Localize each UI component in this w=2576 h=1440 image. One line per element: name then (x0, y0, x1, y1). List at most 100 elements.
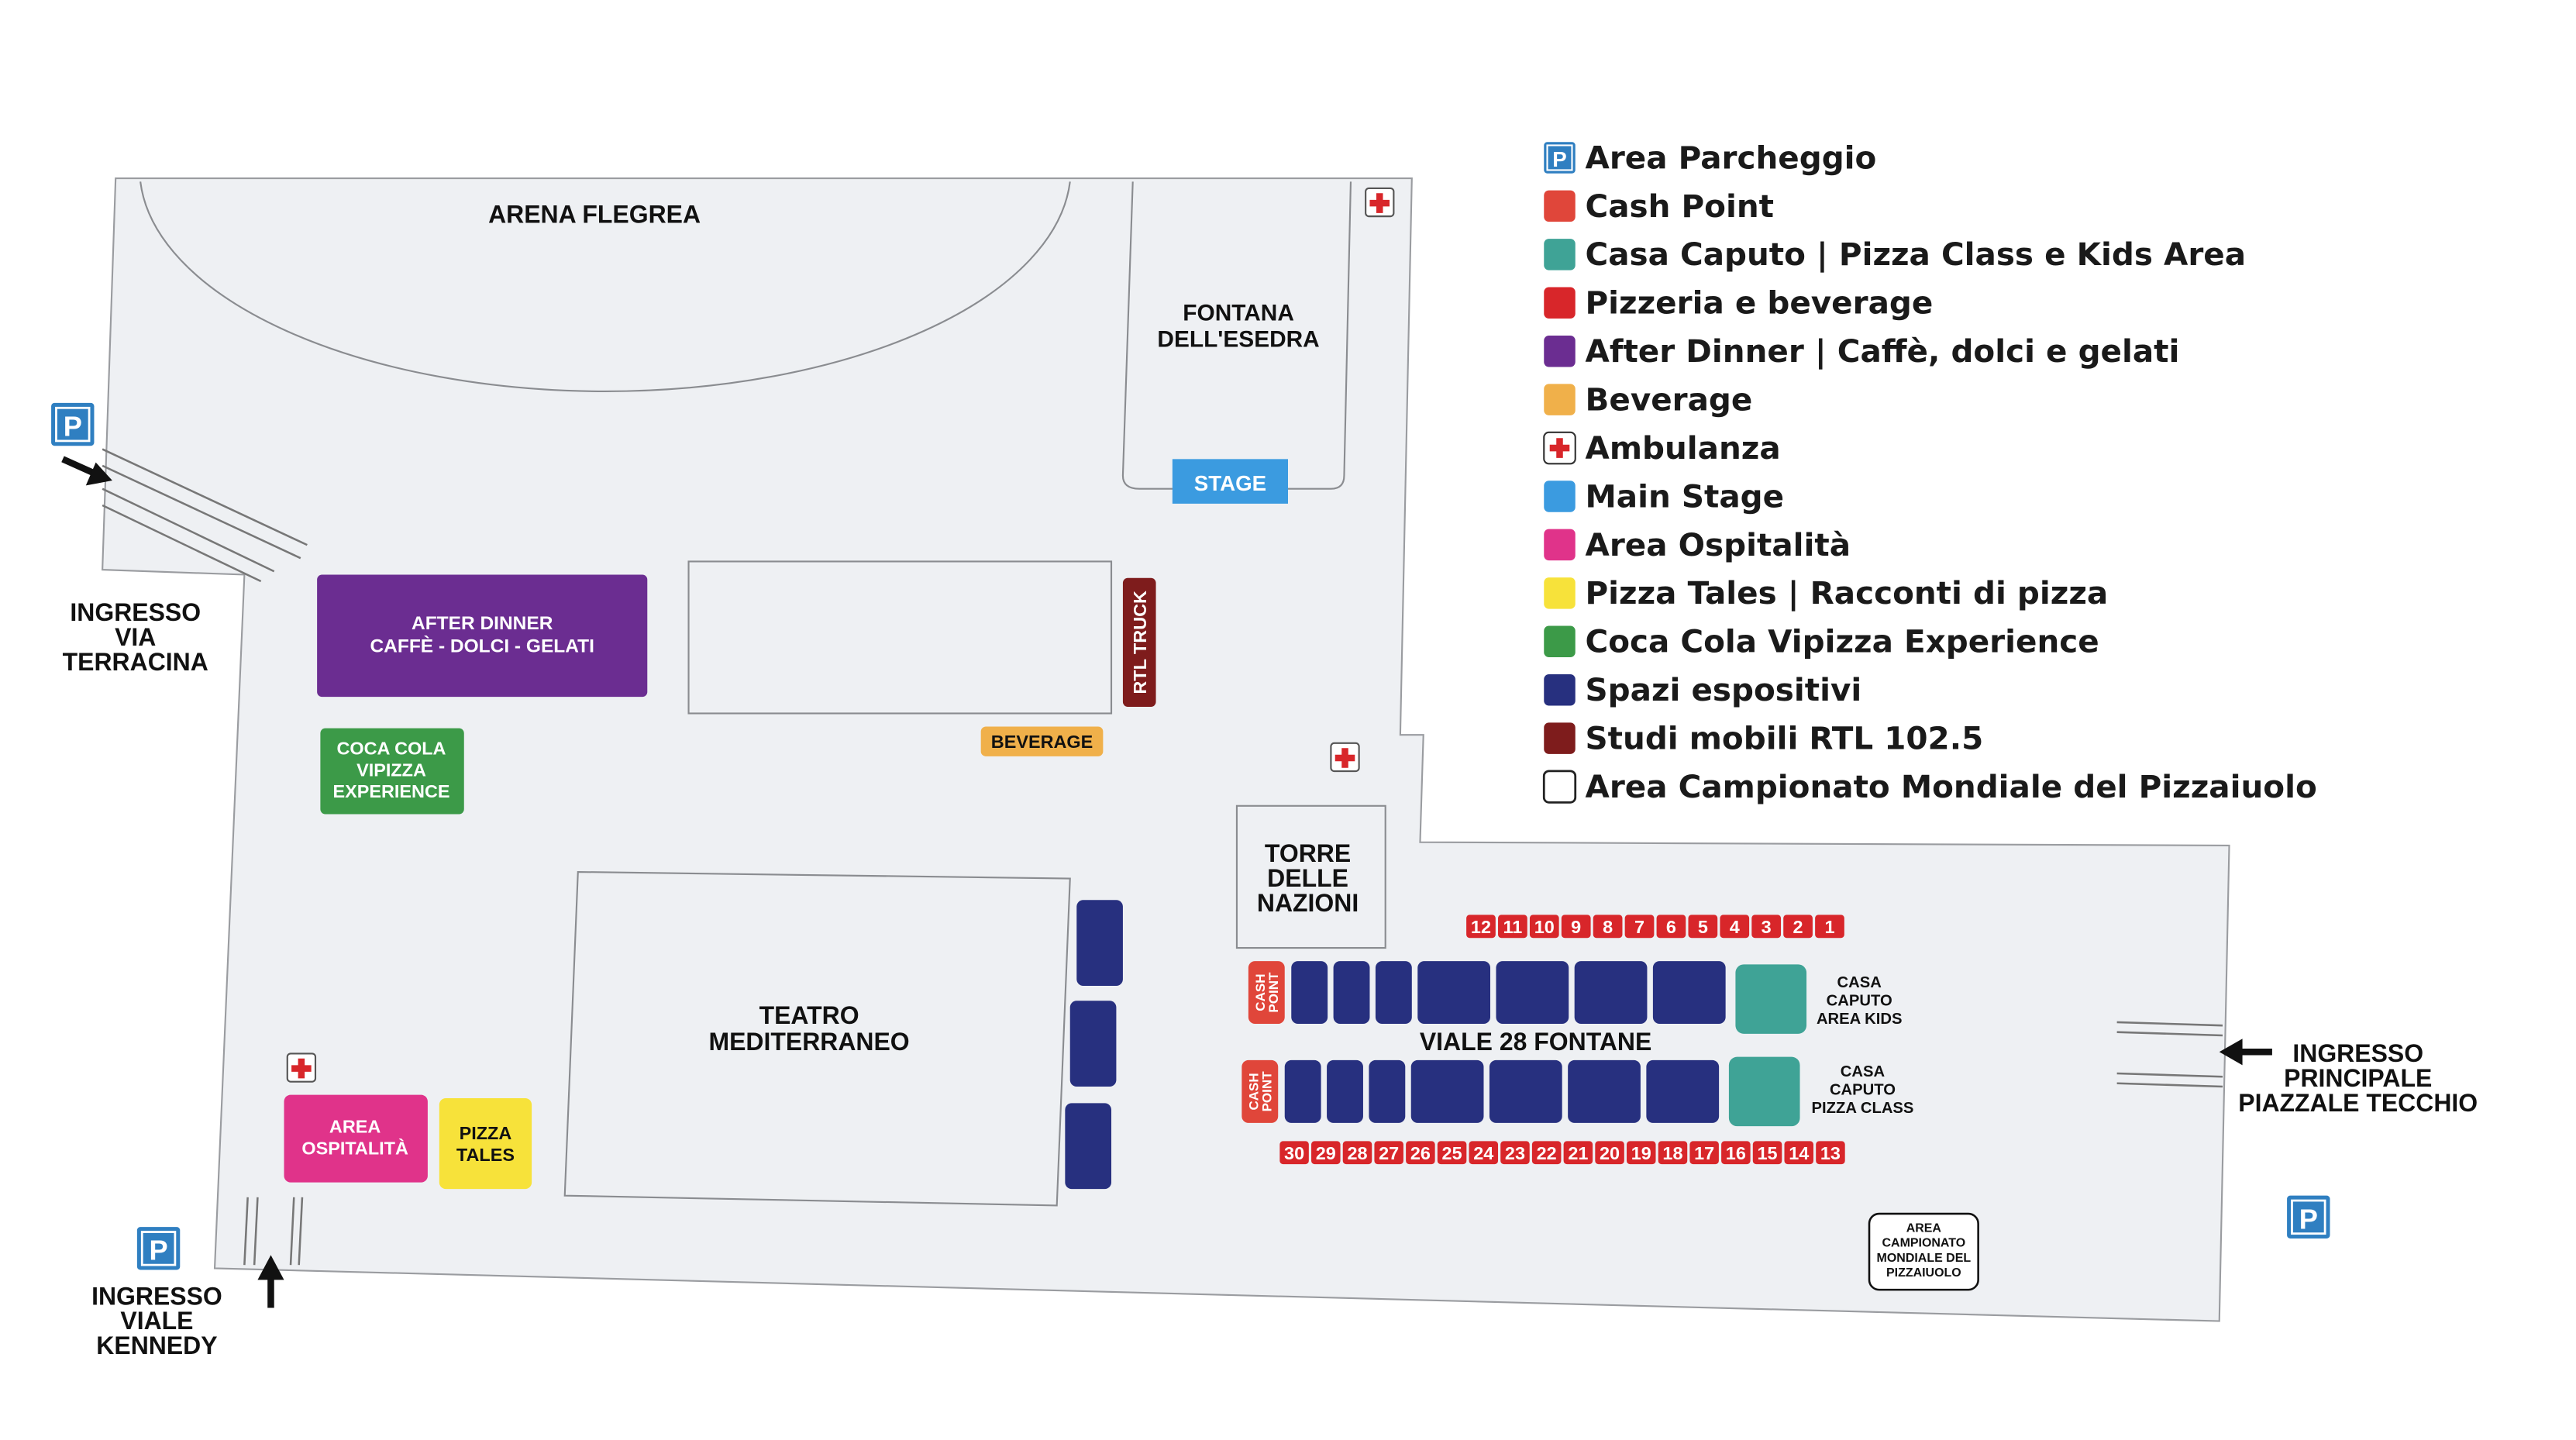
area-ospitalita[interactable] (284, 1094, 428, 1183)
expo-space[interactable] (1646, 1059, 1720, 1123)
expo-space[interactable] (1069, 1001, 1117, 1087)
ambulance-cross-icon (1543, 431, 1576, 465)
cash-point-label: CASHPOINT (1253, 972, 1281, 1013)
pizzeria-stall-8[interactable]: 8 (1593, 915, 1623, 939)
legend-item: Casa Caputo | Pizza Class e Kids Area (1544, 236, 2246, 274)
expo-space[interactable] (1369, 1059, 1406, 1123)
pizzeria-stall-1[interactable]: 1 (1815, 915, 1844, 939)
pizzeria-stall-25[interactable]: 25 (1437, 1141, 1467, 1165)
parking-icon[interactable]: P (51, 402, 95, 446)
stall-number: 28 (1347, 1143, 1367, 1163)
pizzeria-stall-21[interactable]: 21 (1563, 1141, 1593, 1165)
pizzeria-stall-6[interactable]: 6 (1656, 915, 1686, 939)
legend-label: Coca Cola Vipizza Experience (1586, 623, 2099, 660)
pizza-tales[interactable] (439, 1097, 532, 1190)
stall-number: 11 (1503, 917, 1523, 937)
pizzeria-stall-11[interactable]: 11 (1498, 915, 1527, 939)
pizzeria-stall-20[interactable]: 20 (1595, 1141, 1624, 1165)
pizzeria-stall-9[interactable]: 9 (1561, 915, 1591, 939)
entrance-principale-label: INGRESSO PRINCIPALE PIAZZALE TECCHIO (2238, 1039, 2478, 1117)
pizzeria-stall-19[interactable]: 19 (1627, 1141, 1656, 1165)
after-dinner-area[interactable] (317, 574, 648, 698)
arena-flegrea-label: ARENA FLEGREA (488, 201, 701, 229)
pizzeria-stall-2[interactable]: 2 (1783, 915, 1813, 939)
pizzeria-stall-15[interactable]: 15 (1752, 1141, 1782, 1165)
pizzeria-stall-16[interactable]: 16 (1721, 1141, 1751, 1165)
site-outline (102, 177, 2230, 1322)
casa-caputo-kids[interactable] (1735, 964, 1807, 1034)
pizzeria-stall-5[interactable]: 5 (1688, 915, 1718, 939)
expo-space[interactable] (1065, 1103, 1112, 1190)
stall-number: 15 (1758, 1143, 1778, 1163)
expo-space[interactable] (1333, 961, 1370, 1025)
stall-number: 7 (1634, 917, 1644, 937)
coca-cola-label: COCA COLA VIPIZZA EXPERIENCE (333, 739, 450, 801)
legend-item: Beverage (1544, 381, 1752, 418)
pizzeria-stall-23[interactable]: 23 (1500, 1141, 1530, 1165)
pizzeria-stall-14[interactable]: 14 (1784, 1141, 1813, 1165)
arena-flegrea-outline (139, 181, 1071, 392)
parking-icon[interactable]: P (136, 1227, 181, 1270)
coca-cola-area[interactable] (320, 728, 464, 815)
legend-swatch (1544, 190, 1576, 222)
stall-number: 29 (1316, 1143, 1336, 1163)
legend-label: Cash Point (1586, 188, 1774, 225)
area-campionato[interactable] (1868, 1212, 1979, 1291)
legend: P Area Parcheggio Cash Point Casa Caputo | … (1542, 139, 2317, 805)
pizzeria-stall-10[interactable]: 10 (1529, 915, 1559, 939)
legend-item: Area Ospitalità (1544, 526, 1851, 563)
pizzeria-stall-24[interactable]: 24 (1469, 1141, 1499, 1165)
legend-label: Area Ospitalità (1586, 526, 1851, 563)
expo-space[interactable] (1489, 1059, 1562, 1123)
legend-label: Area Parcheggio (1586, 139, 1877, 176)
casa-caputo-class[interactable] (1728, 1056, 1800, 1127)
cash-point-bottom[interactable] (1242, 1059, 1279, 1123)
expo-space[interactable] (1291, 961, 1328, 1025)
legend-swatch (1544, 673, 1576, 706)
cash-point-top[interactable] (1248, 961, 1285, 1025)
pizzeria-stall-12[interactable]: 12 (1466, 915, 1496, 939)
legend-item: Ambulanza (1543, 429, 1781, 467)
legend-item: Coca Cola Vipizza Experience (1544, 623, 2099, 660)
expo-space[interactable] (1652, 961, 1726, 1025)
stall-number: 30 (1284, 1143, 1304, 1163)
pizzeria-stall-29[interactable]: 29 (1311, 1141, 1341, 1165)
pizzeria-stall-13[interactable]: 13 (1816, 1141, 1845, 1165)
beverage-stand[interactable] (980, 726, 1104, 756)
legend-swatch (1544, 335, 1576, 367)
stall-number: 18 (1662, 1143, 1682, 1163)
expo-space[interactable] (1417, 961, 1491, 1025)
pizzeria-stall-17[interactable]: 17 (1689, 1141, 1719, 1165)
pizzeria-stall-7[interactable]: 7 (1624, 915, 1655, 939)
viale-stalls: 12 11 10 9 8 7 6 5 4 3 2 130 29 28 27 26 25 24 23 22 21 20 19 1… (1279, 915, 1845, 1165)
stall-number: 2 (1793, 917, 1803, 937)
open-area-outline (687, 560, 1113, 715)
expo-space[interactable] (1375, 961, 1412, 1025)
expo-space[interactable] (1284, 1059, 1321, 1123)
pizzeria-stall-18[interactable]: 18 (1658, 1141, 1688, 1165)
legend-label: Main Stage (1586, 477, 1785, 515)
expo-space[interactable] (1568, 1059, 1641, 1123)
fontana-label: FONTANA DELL'ESEDRA (1157, 300, 1319, 352)
pizzeria-stall-28[interactable]: 28 (1342, 1141, 1372, 1165)
main-stage[interactable] (1172, 459, 1288, 504)
svg-text:P: P (2299, 1203, 2318, 1235)
campionato-label: AREA CAMPIONATO MONDIALE DEL PIZZAIUOLO (1877, 1222, 1972, 1280)
expo-space[interactable] (1410, 1059, 1484, 1123)
pizzeria-stall-4[interactable]: 4 (1720, 915, 1750, 939)
stall-number: 20 (1600, 1143, 1620, 1163)
expo-space[interactable] (1574, 961, 1648, 1025)
pizzeria-stall-3[interactable]: 3 (1751, 915, 1782, 939)
pizzeria-stall-22[interactable]: 22 (1531, 1141, 1562, 1165)
legend-item: After Dinner | Caffè, dolci e gelati (1544, 332, 2179, 370)
expo-space[interactable] (1076, 900, 1123, 987)
expo-space[interactable] (1496, 961, 1569, 1025)
casa-caputo-class-label: CASA CAPUTO PIZZA CLASS (1812, 1063, 1914, 1117)
ambulance-icon (286, 1052, 317, 1083)
pizzeria-stall-27[interactable]: 27 (1374, 1141, 1403, 1165)
parking-icon[interactable]: P (2287, 1195, 2330, 1239)
pizzeria-stall-26[interactable]: 26 (1406, 1141, 1435, 1165)
pizzeria-stall-30[interactable]: 30 (1279, 1141, 1309, 1165)
rtl-truck[interactable] (1122, 577, 1156, 707)
expo-space[interactable] (1327, 1059, 1363, 1123)
